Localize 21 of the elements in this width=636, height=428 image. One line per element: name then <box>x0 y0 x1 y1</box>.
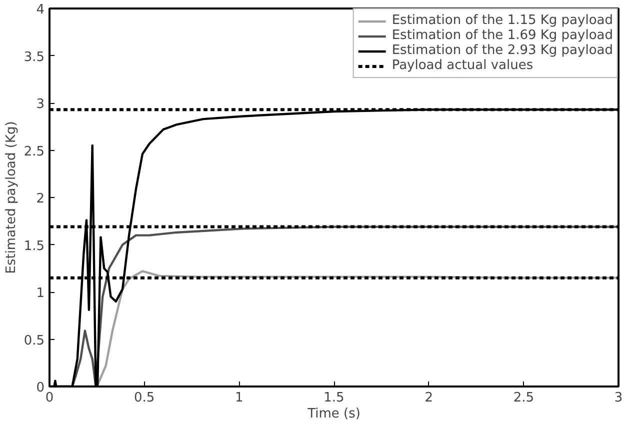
y-axis-title: Estimated payload (Kg) <box>4 121 19 274</box>
y-tick-label: 1 <box>36 286 45 301</box>
legend-label: Estimation of the 2.93 Kg payload <box>392 43 613 58</box>
y-tick-label: 3.5 <box>24 50 45 65</box>
legend-label: Estimation of the 1.69 Kg payload <box>392 28 613 43</box>
x-axis-title: Time (s) <box>306 406 360 422</box>
y-tick-label: 0.5 <box>24 333 45 348</box>
x-tick-label: 3 <box>614 390 623 406</box>
y-tick-label: 4 <box>36 2 45 18</box>
y-tick-label: 2.5 <box>24 144 45 160</box>
x-tick-label: 1.5 <box>324 390 344 406</box>
legend-label: Estimation of the 1.15 Kg payload <box>392 13 613 28</box>
y-tick-label: 0 <box>36 380 45 396</box>
x-tick-label: 0.5 <box>134 390 155 406</box>
x-tick-label: 2.5 <box>513 390 534 406</box>
y-tick-label: 1.5 <box>24 238 45 254</box>
y-tick-label: 3 <box>36 97 45 112</box>
y-tick-label: 2 <box>36 192 45 206</box>
legend-label: Payload actual values <box>392 58 534 73</box>
x-tick-label: 1 <box>235 390 244 406</box>
x-tick-label: 2 <box>424 390 433 406</box>
